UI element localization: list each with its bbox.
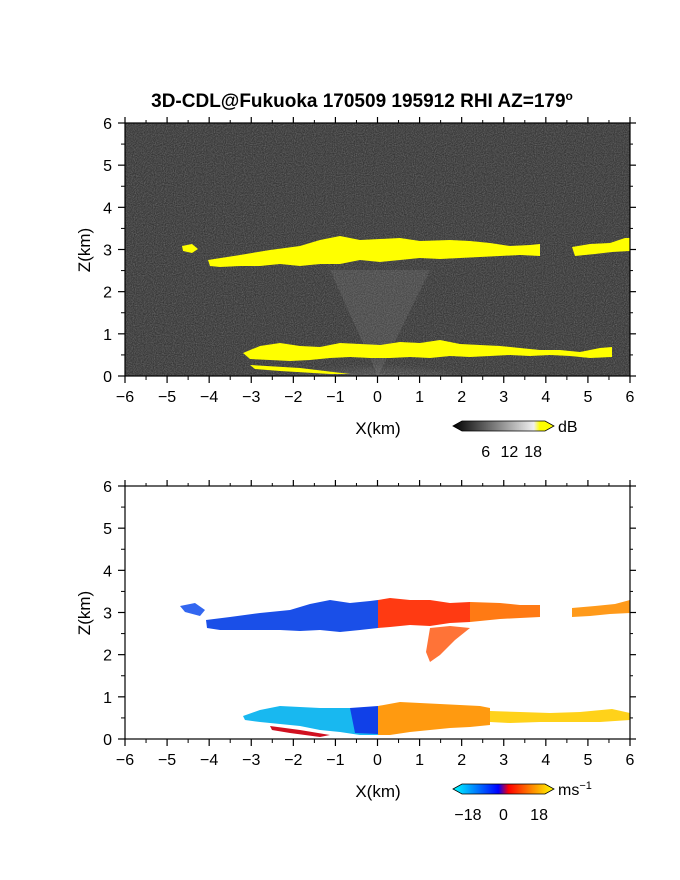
y-tick-label: 3 bbox=[103, 243, 112, 260]
backscatter-colorbar-unit: dB bbox=[558, 419, 578, 436]
colorbar-tick-label: −18 bbox=[454, 807, 481, 824]
x-tick-label: 4 bbox=[541, 389, 550, 406]
surface-echo bbox=[250, 365, 350, 374]
backscatter-xlabel: X(km) bbox=[355, 419, 400, 438]
y-tick-label: 4 bbox=[103, 563, 112, 580]
y-tick-label: 0 bbox=[103, 369, 112, 386]
velocity-axes: −6 −5 −4 −3 −2 −1 0 1 2 3 4 5 6 0 1 2 3 4 5 6 bbox=[103, 479, 636, 769]
figure-title: 3D-CDL@Fukuoka 170509 195912 RHI AZ=179o bbox=[151, 89, 573, 112]
backscatter-ylabel: Z(km) bbox=[75, 228, 94, 272]
y-tick-label: 4 bbox=[103, 200, 112, 217]
y-tick-label: 2 bbox=[103, 285, 112, 302]
velocity-xlabel: X(km) bbox=[355, 782, 400, 801]
upper-layer-positive bbox=[378, 598, 470, 628]
x-tick-label: −5 bbox=[158, 389, 176, 406]
velocity-colorbar-ticks: −18 0 18 bbox=[454, 807, 548, 824]
upper-cloud-band bbox=[208, 236, 540, 267]
y-tick-label: 1 bbox=[103, 327, 112, 344]
velocity-panel: −6 −5 −4 −3 −2 −1 0 1 2 3 4 5 6 0 1 2 3 4 5 6 X(km) Z(km) −… bbox=[75, 479, 636, 824]
velocity-colorbar-bar bbox=[452, 783, 555, 795]
y-tick-label: 2 bbox=[103, 648, 112, 665]
x-tick-label: −3 bbox=[242, 389, 260, 406]
x-tick-label: 5 bbox=[583, 389, 592, 406]
upper-cloud-band-right bbox=[572, 238, 630, 256]
x-tick-label: −2 bbox=[284, 389, 302, 406]
x-tick-label: −6 bbox=[116, 389, 134, 406]
colorbar-tick-label: 0 bbox=[499, 807, 508, 824]
colorbar-tick-label: 6 bbox=[481, 444, 490, 461]
lower-layer-negative-core bbox=[350, 706, 378, 734]
upper-layer-negative bbox=[206, 600, 378, 632]
x-tick-label: 3 bbox=[499, 389, 508, 406]
lower-layer-negative bbox=[243, 706, 378, 735]
x-tick-label: 0 bbox=[373, 752, 382, 769]
surface-streak bbox=[270, 726, 330, 737]
fall-streak bbox=[426, 626, 470, 662]
y-tick-label: 6 bbox=[103, 116, 112, 133]
backscatter-axes: −6 −5 −4 −3 −2 −1 0 1 2 3 4 5 6 0 1 2 3 4 5 6 bbox=[103, 116, 636, 406]
x-tick-label: −2 bbox=[284, 752, 302, 769]
upper-layer-positive-right bbox=[572, 600, 630, 617]
x-tick-label: 4 bbox=[541, 752, 550, 769]
colorbar-tick-label: 12 bbox=[501, 444, 519, 461]
velocity-colorbar-unit: ms−1 bbox=[558, 780, 592, 799]
x-tick-label: −1 bbox=[326, 752, 344, 769]
velocity-ylabel: Z(km) bbox=[75, 591, 94, 635]
x-tick-label: −1 bbox=[326, 389, 344, 406]
lower-layer-positive bbox=[378, 702, 490, 735]
x-tick-label: 6 bbox=[626, 752, 635, 769]
x-tick-label: 0 bbox=[373, 389, 382, 406]
x-tick-label: 5 bbox=[583, 752, 592, 769]
x-tick-label: 6 bbox=[626, 389, 635, 406]
x-tick-label: 3 bbox=[499, 752, 508, 769]
x-tick-label: 2 bbox=[457, 389, 466, 406]
x-tick-label: 1 bbox=[415, 389, 424, 406]
velocity-colorbar: −18 0 18 ms−1 bbox=[452, 780, 592, 824]
x-tick-label: −5 bbox=[158, 752, 176, 769]
y-tick-label: 6 bbox=[103, 479, 112, 496]
backscatter-colorbar: 6 12 18 dB bbox=[452, 419, 578, 461]
backscatter-colorbar-bar bbox=[452, 420, 555, 432]
y-tick-label: 1 bbox=[103, 690, 112, 707]
x-tick-label: −4 bbox=[200, 752, 218, 769]
fan-streaks bbox=[330, 270, 430, 376]
x-tick-label: 2 bbox=[457, 752, 466, 769]
upper-layer-negative-tail bbox=[180, 603, 205, 616]
y-tick-label: 3 bbox=[103, 606, 112, 623]
x-tick-label: 1 bbox=[415, 752, 424, 769]
x-tick-label: −6 bbox=[116, 752, 134, 769]
colorbar-tick-label: 18 bbox=[524, 444, 542, 461]
y-tick-label: 5 bbox=[103, 521, 112, 538]
lower-cloud-band bbox=[243, 340, 612, 361]
x-tick-label: −4 bbox=[200, 389, 218, 406]
upper-layer-positive-far bbox=[470, 602, 540, 622]
backscatter-colorbar-ticks: 6 12 18 bbox=[481, 444, 542, 461]
y-tick-label: 0 bbox=[103, 732, 112, 749]
upper-cloud-fragment bbox=[182, 244, 198, 253]
y-tick-label: 5 bbox=[103, 158, 112, 175]
x-tick-label: −3 bbox=[242, 752, 260, 769]
colorbar-tick-label: 18 bbox=[530, 807, 548, 824]
lower-layer-positive-far bbox=[490, 709, 630, 723]
